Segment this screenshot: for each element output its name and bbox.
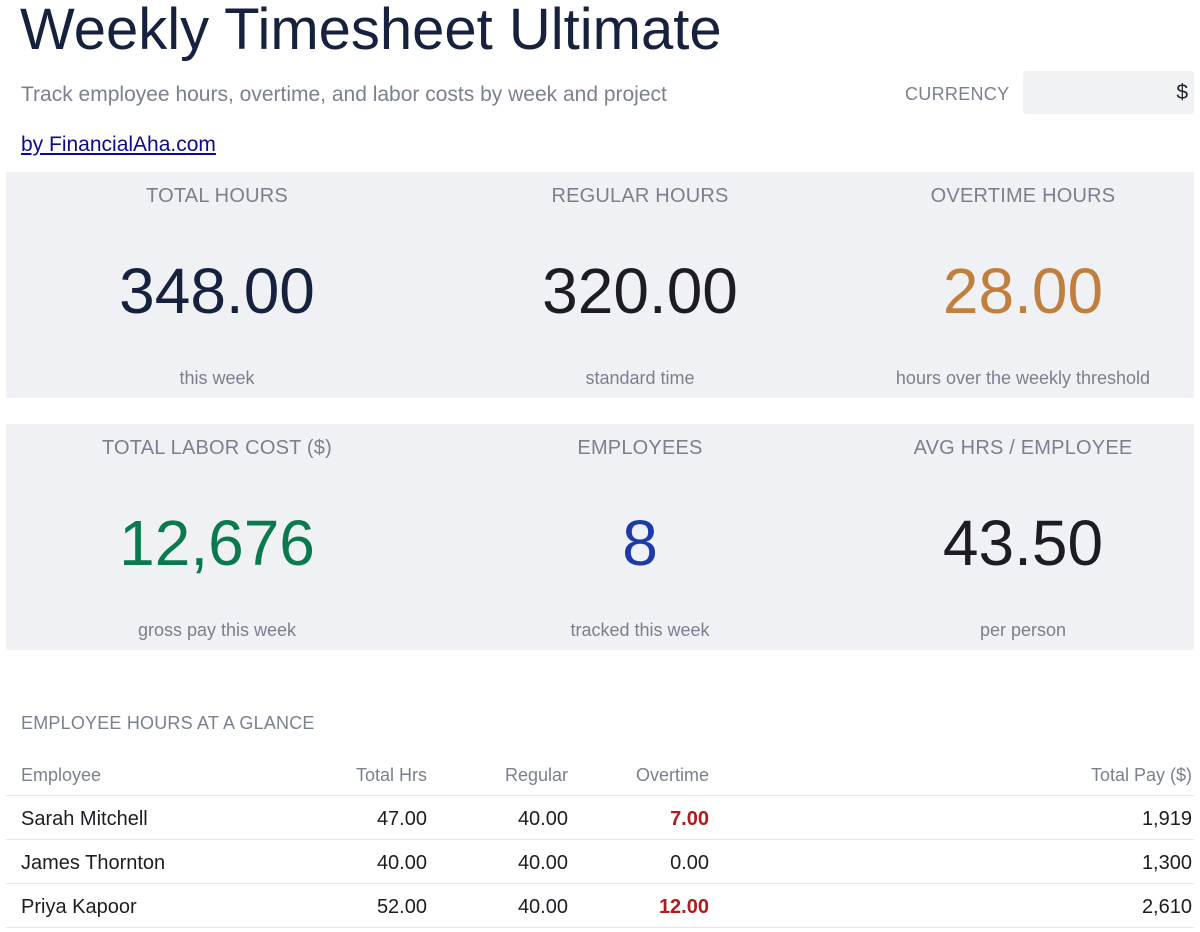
kpi-avg-hours: AVG HRS / EMPLOYEE 43.50 per person: [852, 424, 1194, 650]
column-header-employee[interactable]: Employee: [21, 765, 102, 785]
column-header-total-pay[interactable]: Total Pay ($): [1090, 765, 1192, 785]
table-row[interactable]: James Thornton 40.00 40.00 0.00 1,300: [6, 840, 1194, 884]
kpi-label: REGULAR HOURS: [551, 185, 729, 207]
kpi-value: 43.50: [942, 507, 1104, 579]
kpi-value: 8: [622, 507, 658, 579]
kpi-label: AVG HRS / EMPLOYEE: [913, 437, 1133, 459]
page-subtitle: Track employee hours, overtime, and labo…: [21, 83, 667, 106]
table-row[interactable]: Sarah Mitchell 47.00 40.00 7.00 1,919: [6, 796, 1194, 840]
kpi-value: 348.00: [119, 255, 315, 327]
kpi-caption: standard time: [585, 368, 695, 388]
cell-total-pay: 2,610: [1141, 896, 1192, 918]
kpi-caption: this week: [179, 368, 255, 388]
kpi-value: 320.00: [542, 255, 738, 327]
kpi-caption: gross pay this week: [137, 620, 297, 640]
kpi-regular-hours: REGULAR HOURS 320.00 standard time: [428, 172, 852, 398]
kpi-value: 12,676: [119, 507, 315, 579]
employee-hours-table: Employee Total Hrs Regular Overtime Tota…: [6, 752, 1194, 928]
cell-total-hrs: 40.00: [376, 852, 427, 874]
cell-employee: James Thornton: [21, 852, 166, 874]
cell-total-hrs: 52.00: [376, 896, 427, 918]
cell-employee: Priya Kapoor: [21, 896, 137, 918]
kpi-caption: per person: [979, 620, 1067, 640]
cell-total-pay: 1,300: [1141, 852, 1192, 874]
kpi-label: OVERTIME HOURS: [930, 185, 1116, 207]
table-header: Employee Total Hrs Regular Overtime Tota…: [6, 752, 1194, 796]
kpi-employees: EMPLOYEES 8 tracked this week: [428, 424, 852, 650]
table-row[interactable]: Priya Kapoor 52.00 40.00 12.00 2,610: [6, 884, 1194, 928]
kpi-label: TOTAL LABOR COST ($): [102, 437, 332, 459]
cell-overtime: 7.00: [670, 808, 709, 830]
kpi-total-labor-cost: TOTAL LABOR COST ($) 12,676 gross pay th…: [6, 424, 428, 650]
column-header-overtime[interactable]: Overtime: [635, 765, 709, 785]
kpi-row-cost: TOTAL LABOR COST ($) 12,676 gross pay th…: [6, 424, 1194, 650]
currency-field[interactable]: [1023, 71, 1194, 114]
byline-link[interactable]: by FinancialAha.com: [21, 133, 216, 156]
page-title: Weekly Timesheet Ultimate: [20, 0, 722, 62]
cell-overtime: 0.00: [670, 852, 709, 874]
cell-regular: 40.00: [517, 852, 568, 874]
cell-total-hrs: 47.00: [376, 808, 427, 830]
currency-label: CURRENCY: [905, 84, 1010, 104]
kpi-overtime-hours: OVERTIME HOURS 28.00 hours over the week…: [852, 172, 1194, 398]
cell-total-pay: 1,919: [1141, 808, 1192, 830]
kpi-caption: hours over the weekly threshold: [895, 368, 1151, 388]
kpi-total-hours: TOTAL HOURS 348.00 this week: [6, 172, 428, 398]
kpi-value: 28.00: [942, 255, 1104, 327]
kpi-label: TOTAL HOURS: [146, 185, 288, 207]
kpi-label: EMPLOYEES: [577, 437, 703, 459]
kpi-row-hours: TOTAL HOURS 348.00 this week REGULAR HOU…: [6, 172, 1194, 398]
cell-employee: Sarah Mitchell: [21, 808, 148, 830]
cell-regular: 40.00: [517, 896, 568, 918]
cell-regular: 40.00: [517, 808, 568, 830]
column-header-regular[interactable]: Regular: [504, 765, 568, 785]
cell-overtime: 12.00: [658, 896, 709, 918]
column-header-total-hrs[interactable]: Total Hrs: [355, 765, 427, 785]
section-title-hours-glance: EMPLOYEE HOURS AT A GLANCE: [21, 713, 315, 733]
kpi-caption: tracked this week: [570, 620, 710, 640]
